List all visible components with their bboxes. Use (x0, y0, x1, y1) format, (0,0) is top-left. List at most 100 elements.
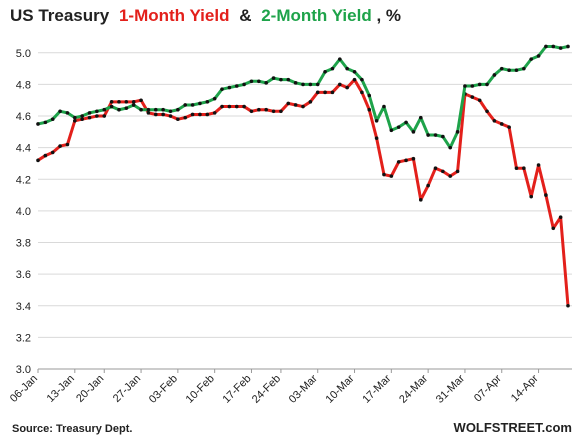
data-point (124, 106, 129, 110)
data-point (146, 107, 151, 112)
data-point (43, 153, 48, 158)
data-point (470, 95, 475, 99)
data-point (558, 46, 563, 50)
data-point (249, 109, 254, 114)
data-point (367, 93, 372, 98)
data-point (264, 107, 268, 112)
data-point (131, 100, 136, 104)
data-point (58, 109, 62, 114)
data-point (441, 134, 445, 139)
data-point (139, 98, 143, 103)
data-point (102, 107, 107, 112)
data-point (404, 120, 408, 125)
data-point (536, 54, 541, 58)
data-point (551, 44, 556, 49)
data-point (315, 90, 320, 95)
data-point (205, 112, 210, 117)
data-point (433, 166, 438, 171)
data-point (227, 85, 232, 90)
data-point (551, 226, 556, 231)
data-point (293, 103, 298, 107)
data-point (271, 76, 276, 80)
data-point (522, 66, 526, 71)
data-point (536, 163, 541, 167)
data-point (286, 77, 291, 82)
data-point (499, 66, 504, 71)
data-point (65, 142, 70, 147)
y-tick-label: 4.2 (16, 174, 31, 186)
data-point (566, 44, 570, 49)
title-join: & (239, 6, 251, 25)
data-point (95, 114, 99, 118)
data-point (212, 111, 217, 115)
data-point (367, 107, 372, 112)
data-point (404, 158, 408, 163)
data-point (117, 107, 121, 112)
data-point (492, 73, 497, 77)
data-point (153, 107, 158, 112)
data-point (338, 57, 342, 61)
data-point (257, 79, 261, 84)
data-point (183, 115, 188, 120)
data-point (389, 128, 394, 133)
data-point (161, 107, 165, 112)
y-tick-label: 5.0 (16, 48, 31, 60)
data-point (271, 109, 276, 114)
data-point (50, 117, 55, 122)
data-point (279, 77, 283, 82)
data-point (131, 103, 136, 107)
y-tick-label: 4.6 (16, 111, 31, 123)
data-point (279, 109, 283, 114)
data-point (117, 100, 121, 104)
data-point (50, 150, 55, 155)
data-point (477, 82, 482, 87)
y-tick-label: 3.6 (16, 269, 31, 281)
data-point (73, 118, 77, 123)
data-point (566, 303, 570, 308)
data-point (65, 111, 70, 115)
title-lead: US Treasury (10, 6, 110, 25)
data-point (529, 57, 533, 61)
data-point (301, 82, 305, 87)
credit: WOLFSTREET.com (454, 420, 572, 435)
data-point (301, 104, 305, 109)
y-tick-label: 4.0 (16, 206, 31, 218)
data-point (36, 158, 40, 163)
data-point (382, 104, 386, 109)
data-point (161, 112, 165, 117)
data-point (293, 81, 298, 85)
data-point (139, 107, 143, 112)
title-unit: , % (376, 6, 401, 25)
data-point (485, 109, 489, 114)
data-point (507, 68, 511, 72)
data-point (323, 90, 327, 95)
data-point (323, 69, 327, 74)
y-tick-label: 3.2 (16, 332, 31, 344)
data-point (455, 130, 460, 134)
data-point (80, 117, 84, 122)
data-point (168, 109, 173, 114)
y-tick-label: 4.8 (16, 79, 31, 91)
data-point (522, 166, 526, 171)
data-point (168, 114, 173, 118)
data-point (176, 107, 180, 112)
data-point (360, 90, 364, 95)
data-point (433, 133, 438, 137)
data-point (212, 96, 217, 101)
data-point (499, 122, 504, 126)
data-point (227, 104, 232, 109)
y-tick-label: 3.8 (16, 238, 31, 250)
data-point (514, 68, 519, 72)
data-point (426, 133, 430, 137)
data-point (242, 82, 246, 87)
data-point (264, 81, 268, 85)
data-point (492, 118, 497, 123)
data-point (183, 103, 188, 107)
data-point (411, 130, 416, 134)
data-point (234, 84, 239, 88)
data-point (485, 82, 489, 87)
data-point (448, 145, 453, 150)
title-series-1: 1-Month Yield (119, 6, 230, 25)
